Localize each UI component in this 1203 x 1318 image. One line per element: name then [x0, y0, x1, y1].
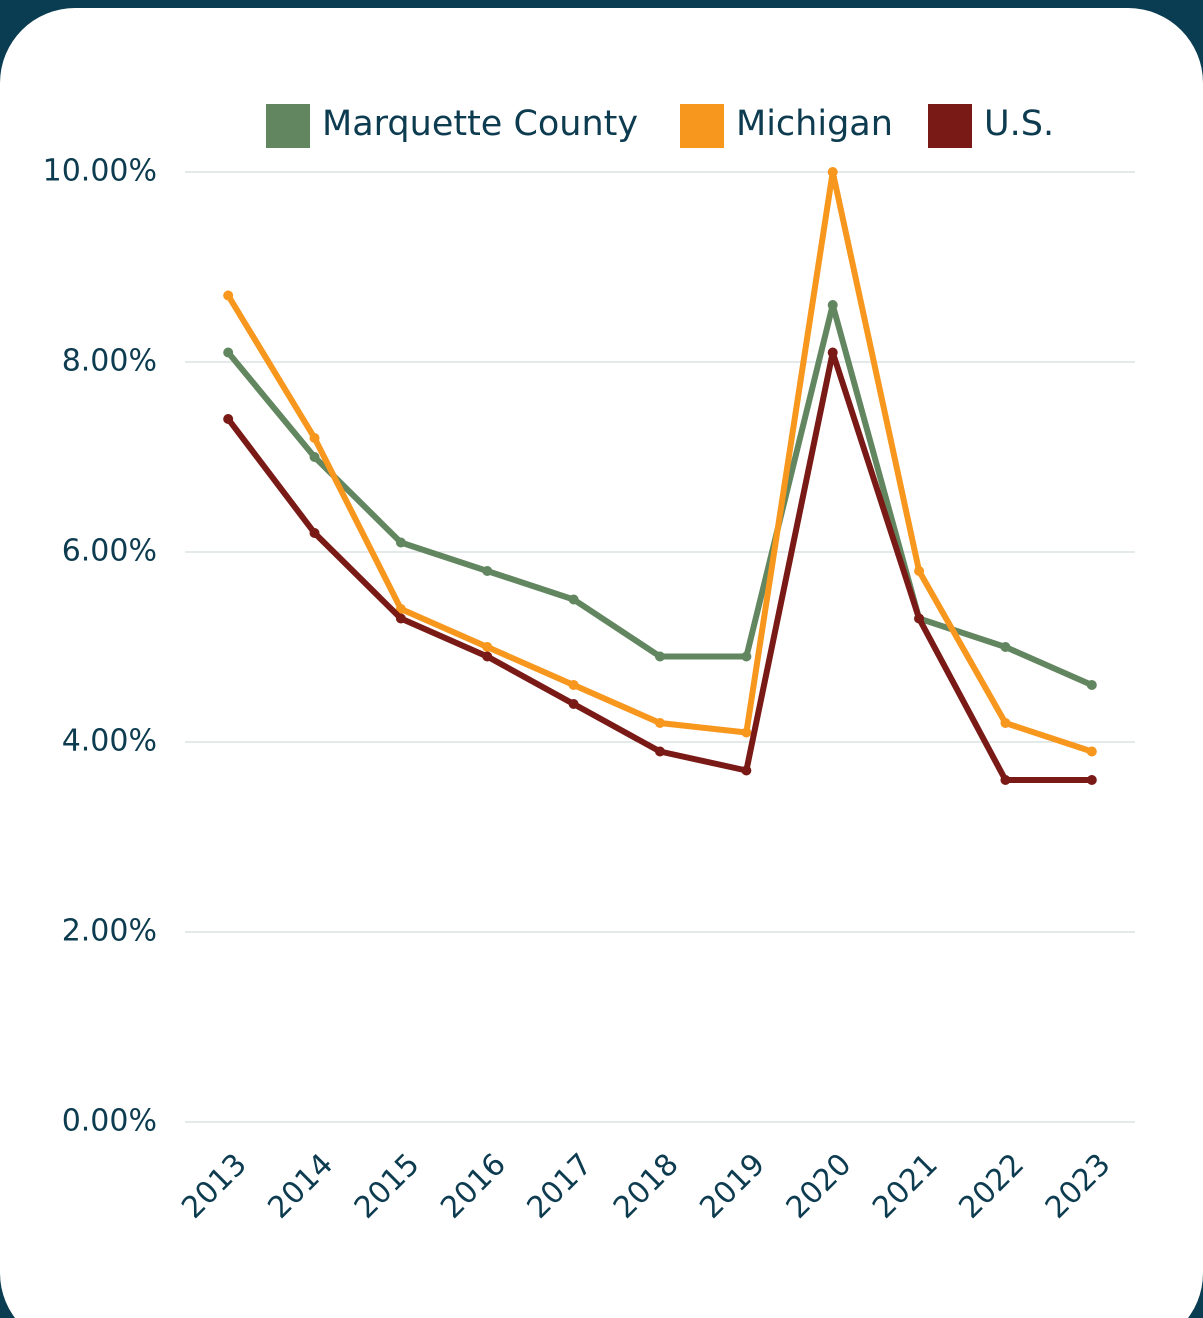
point — [1000, 775, 1011, 785]
legend-swatch — [680, 104, 724, 148]
point — [655, 718, 665, 728]
point — [827, 300, 838, 310]
legend-label: Michigan — [736, 104, 893, 144]
point — [395, 537, 406, 548]
point — [1086, 746, 1097, 757]
point — [655, 746, 665, 757]
point — [568, 594, 579, 605]
point — [1000, 642, 1011, 652]
point — [223, 347, 234, 358]
point — [741, 765, 752, 776]
point — [395, 613, 406, 624]
y-tick-label: 2.00% — [62, 914, 157, 949]
point — [482, 651, 493, 662]
point — [223, 414, 234, 424]
point — [395, 604, 406, 614]
card — [0, 8, 1203, 1318]
point — [309, 528, 320, 538]
point — [482, 566, 493, 576]
point — [914, 613, 925, 624]
point — [1086, 680, 1097, 690]
point — [482, 642, 493, 652]
y-tick-label: 4.00% — [62, 724, 157, 759]
y-tick-label: 6.00% — [62, 534, 157, 569]
point — [827, 347, 838, 358]
legend-label: Marquette County — [322, 104, 638, 144]
point — [223, 290, 234, 301]
point — [914, 566, 925, 576]
point — [1086, 775, 1097, 785]
point — [1000, 718, 1011, 728]
legend-swatch — [928, 104, 972, 148]
legend-swatch — [266, 104, 310, 148]
y-tick-label: 10.00% — [43, 154, 157, 189]
point — [655, 651, 665, 662]
y-tick-label: 0.00% — [62, 1104, 157, 1139]
legend-label: U.S. — [984, 104, 1054, 144]
point — [741, 651, 752, 662]
point — [309, 433, 320, 443]
point — [827, 167, 838, 177]
point — [568, 699, 579, 709]
point — [741, 727, 752, 738]
point — [568, 680, 579, 690]
y-tick-label: 8.00% — [62, 344, 157, 379]
point — [309, 452, 320, 462]
